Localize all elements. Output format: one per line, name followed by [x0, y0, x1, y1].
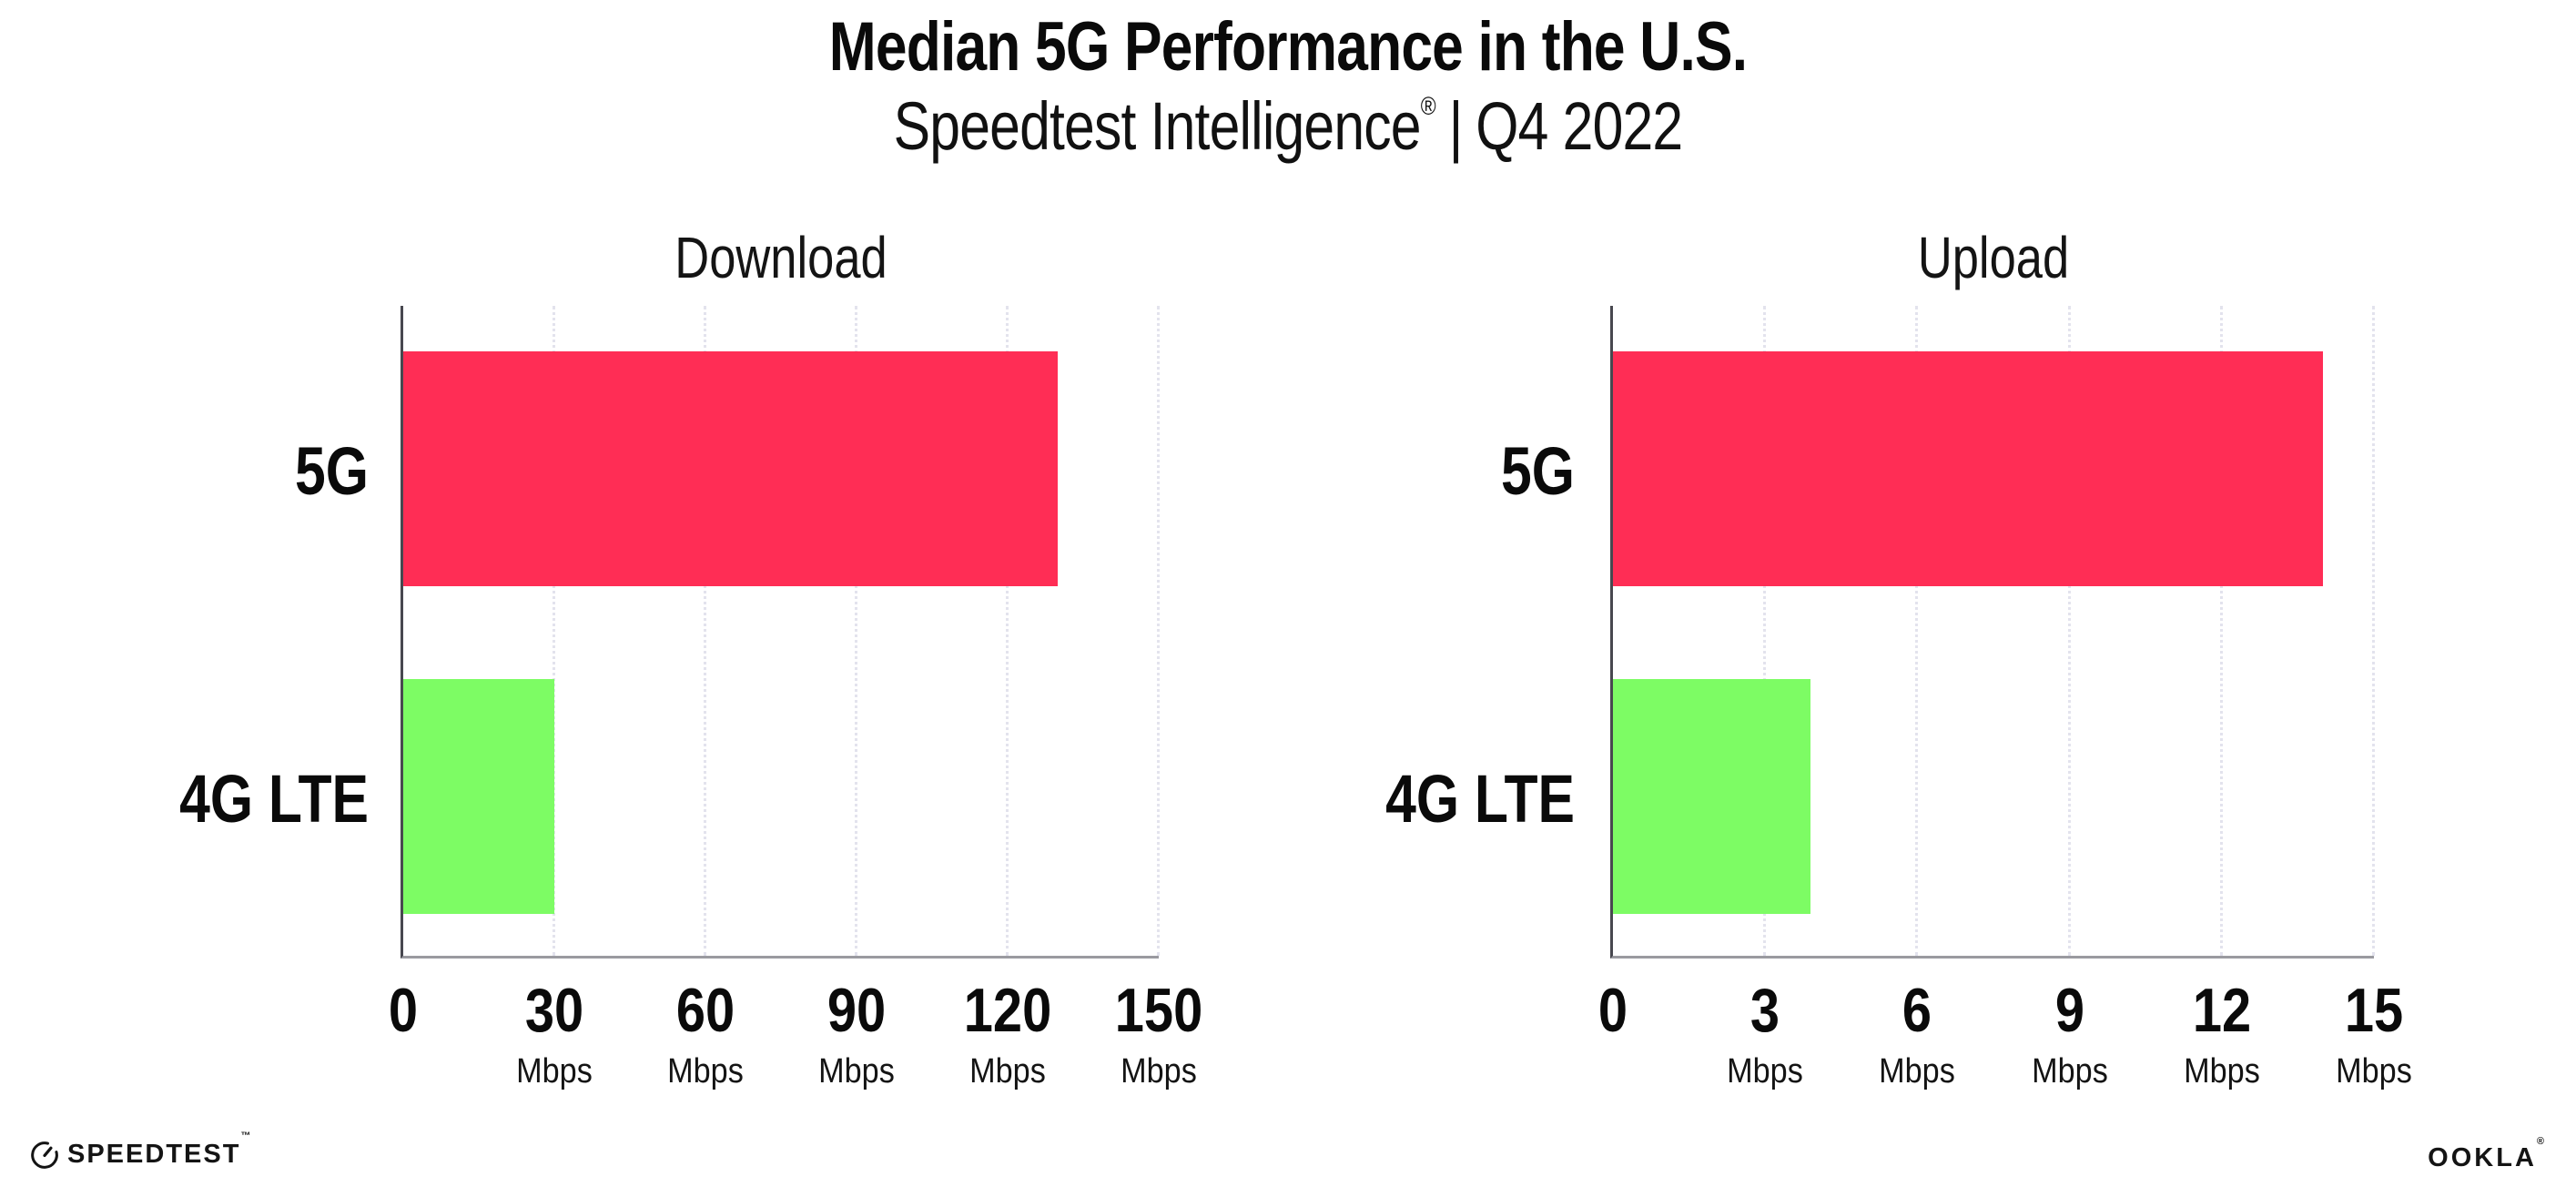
x-tick-download-120: 120 Mbps: [963, 976, 1052, 1090]
speedtest-logo: SPEEDTEST™: [30, 1131, 253, 1170]
x-tick-upload-12: 12 Mbps: [2184, 976, 2260, 1090]
x-tick-download-60: 60 Mbps: [667, 976, 744, 1090]
gridline: [1915, 306, 1919, 956]
x-tick-upload-9: 9 Mbps: [2032, 976, 2108, 1090]
gridline: [704, 306, 706, 956]
x-tick-download-150: 150 Mbps: [1114, 976, 1203, 1090]
gridline: [1006, 306, 1009, 956]
gridline: [855, 306, 857, 956]
subtitle-brand: Speedtest Intelligence: [893, 88, 1422, 164]
page-subtitle: Speedtest Intelligence® | Q4 2022: [232, 91, 2345, 162]
download-chart-title: Download: [674, 225, 887, 290]
download-plot-area: [401, 306, 1160, 959]
x-tick-download-0: 0: [388, 976, 419, 1045]
x-tick-download-90: 90 Mbps: [818, 976, 895, 1090]
bar-upload-4g-lte: [1613, 679, 1811, 914]
gridline: [553, 306, 555, 956]
ookla-wordmark: OOKLA: [2428, 1143, 2537, 1172]
gridline: [2372, 306, 2375, 956]
trademark-icon: ™: [240, 1131, 253, 1141]
speedtest-gauge-icon: [30, 1141, 59, 1170]
bar-download-5g: [403, 351, 1059, 586]
gridline: [1763, 306, 1767, 956]
download-category-label-4g-lte: 4G LTE: [179, 761, 369, 837]
bar-upload-5g: [1613, 351, 2324, 586]
upload-category-label-5g: 5G: [1501, 433, 1575, 509]
gridline: [1157, 306, 1160, 956]
subtitle-period: Q4 2022: [1476, 88, 1683, 164]
registered-trademark-icon: ®: [1420, 92, 1436, 120]
x-tick-upload-3: 3 Mbps: [1727, 976, 1803, 1090]
speedtest-wordmark: SPEEDTEST™: [67, 1131, 253, 1169]
upload-plot-area: [1610, 306, 2375, 959]
x-tick-upload-6: 6 Mbps: [1879, 976, 1955, 1090]
gridline: [2219, 306, 2223, 956]
x-tick-upload-15: 15 Mbps: [2336, 976, 2412, 1090]
registered-trademark-icon: ®: [2536, 1136, 2547, 1147]
x-tick-download-30: 30 Mbps: [516, 976, 593, 1090]
subtitle-divider: |: [1448, 88, 1464, 164]
bar-download-4g-lte: [403, 679, 554, 914]
page-title: Median 5G Performance in the U.S.: [828, 8, 1748, 86]
x-tick-upload-0: 0: [1597, 976, 1628, 1045]
gridline: [2067, 306, 2071, 956]
upload-category-label-4g-lte: 4G LTE: [1385, 761, 1575, 837]
ookla-logo: OOKLA®: [2428, 1136, 2547, 1173]
upload-chart-title: Upload: [1917, 225, 2070, 290]
download-category-label-5g: 5G: [295, 433, 369, 509]
